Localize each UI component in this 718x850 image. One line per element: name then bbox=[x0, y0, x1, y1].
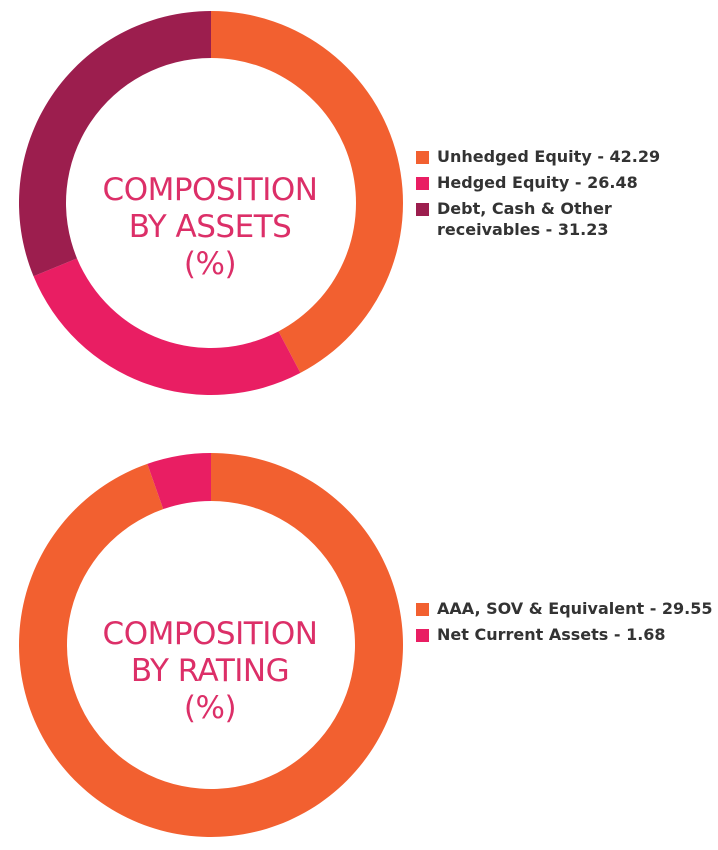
rating-center-line-3: (%) bbox=[183, 690, 237, 726]
rating-center-label: COMPOSITION BY RATING (%) bbox=[60, 616, 360, 727]
legend-swatch bbox=[416, 177, 429, 190]
legend-item-hedged-equity: Hedged Equity - 26.48 bbox=[416, 172, 716, 193]
legend-label: Net Current Assets - 1.68 bbox=[437, 625, 666, 644]
rating-legend: AAA, SOV & Equivalent - 29.55 Net Curren… bbox=[416, 598, 716, 650]
assets-legend: Unhedged Equity - 42.29 Hedged Equity - … bbox=[416, 146, 716, 245]
assets-center-label: COMPOSITION BY ASSETS (%) bbox=[60, 172, 360, 283]
donut-slice-hedged-equity bbox=[33, 258, 301, 396]
legend-item-net-current-assets: Net Current Assets - 1.68 bbox=[416, 624, 716, 645]
legend-swatch bbox=[416, 151, 429, 164]
rating-center-line-2: BY RATING bbox=[130, 653, 290, 689]
legend-item-aaa-sov: AAA, SOV & Equivalent - 29.55 bbox=[416, 598, 716, 619]
assets-donut bbox=[18, 11, 403, 396]
legend-label: Unhedged Equity - 42.29 bbox=[437, 147, 661, 166]
legend-item-debt-cash: Debt, Cash & Other receivables - 31.23 bbox=[416, 198, 716, 240]
legend-swatch bbox=[416, 603, 429, 616]
legend-label: Hedged Equity - 26.48 bbox=[437, 173, 638, 192]
legend-swatch bbox=[416, 629, 429, 642]
legend-label: Debt, Cash & Other receivables - 31.23 bbox=[437, 199, 612, 239]
legend-item-unhedged-equity: Unhedged Equity - 42.29 bbox=[416, 146, 716, 167]
assets-center-line-3: (%) bbox=[183, 246, 237, 282]
composition-by-rating-chart: COMPOSITION BY RATING (%) AAA, SOV & Equ… bbox=[0, 440, 718, 850]
donut-slice-unhedged-equity bbox=[211, 11, 403, 373]
rating-center-line-1: COMPOSITION bbox=[102, 616, 318, 652]
donut-slice-debt-cash-other-receivables bbox=[18, 11, 212, 277]
assets-center-line-1: COMPOSITION bbox=[102, 172, 318, 208]
composition-by-assets-chart: COMPOSITION BY ASSETS (%) Unhedged Equit… bbox=[0, 0, 718, 410]
rating-donut bbox=[19, 453, 403, 837]
donut-slice-net-current-assets bbox=[147, 453, 211, 510]
assets-center-line-2: BY ASSETS bbox=[128, 209, 292, 245]
legend-label: AAA, SOV & Equivalent - 29.55 bbox=[437, 599, 713, 618]
legend-swatch bbox=[416, 203, 429, 216]
